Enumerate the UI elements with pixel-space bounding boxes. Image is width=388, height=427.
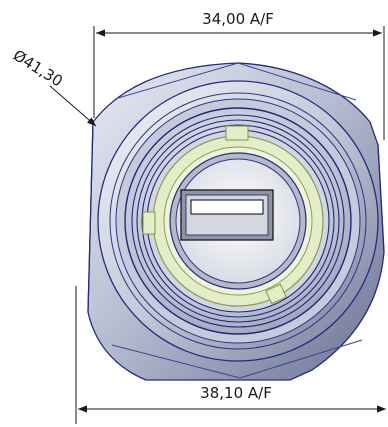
thread-ring-a bbox=[131, 114, 345, 328]
hex-flat-right bbox=[377, 144, 385, 253]
dimension-bottom: 38,10 A/F bbox=[75, 286, 386, 424]
ring-tab-top bbox=[225, 125, 249, 141]
dimension-top: 34,00 A/F bbox=[93, 10, 385, 140]
bottom-dimension-label: 38,10 A/F bbox=[200, 384, 272, 402]
usb-tongue bbox=[190, 199, 264, 215]
top-dimension-label: 34,00 A/F bbox=[202, 10, 274, 28]
thread-ring-b bbox=[136, 119, 340, 323]
hex-flat-left bbox=[87, 121, 94, 313]
dimension-diameter: Ø41,30 bbox=[10, 46, 97, 127]
diameter-dimension-label: Ø41,30 bbox=[10, 46, 66, 90]
ring-tab-bottom-right bbox=[265, 283, 287, 305]
connector-body bbox=[87, 62, 385, 381]
usb-port bbox=[180, 189, 274, 241]
hex-bottom-edge bbox=[111, 339, 363, 379]
ring-tab-left bbox=[142, 211, 156, 235]
diameter-leader bbox=[49, 85, 97, 127]
flange-ring-1 bbox=[109, 92, 367, 350]
thread-ring-c bbox=[141, 124, 335, 318]
hex-top-edge bbox=[117, 62, 357, 101]
